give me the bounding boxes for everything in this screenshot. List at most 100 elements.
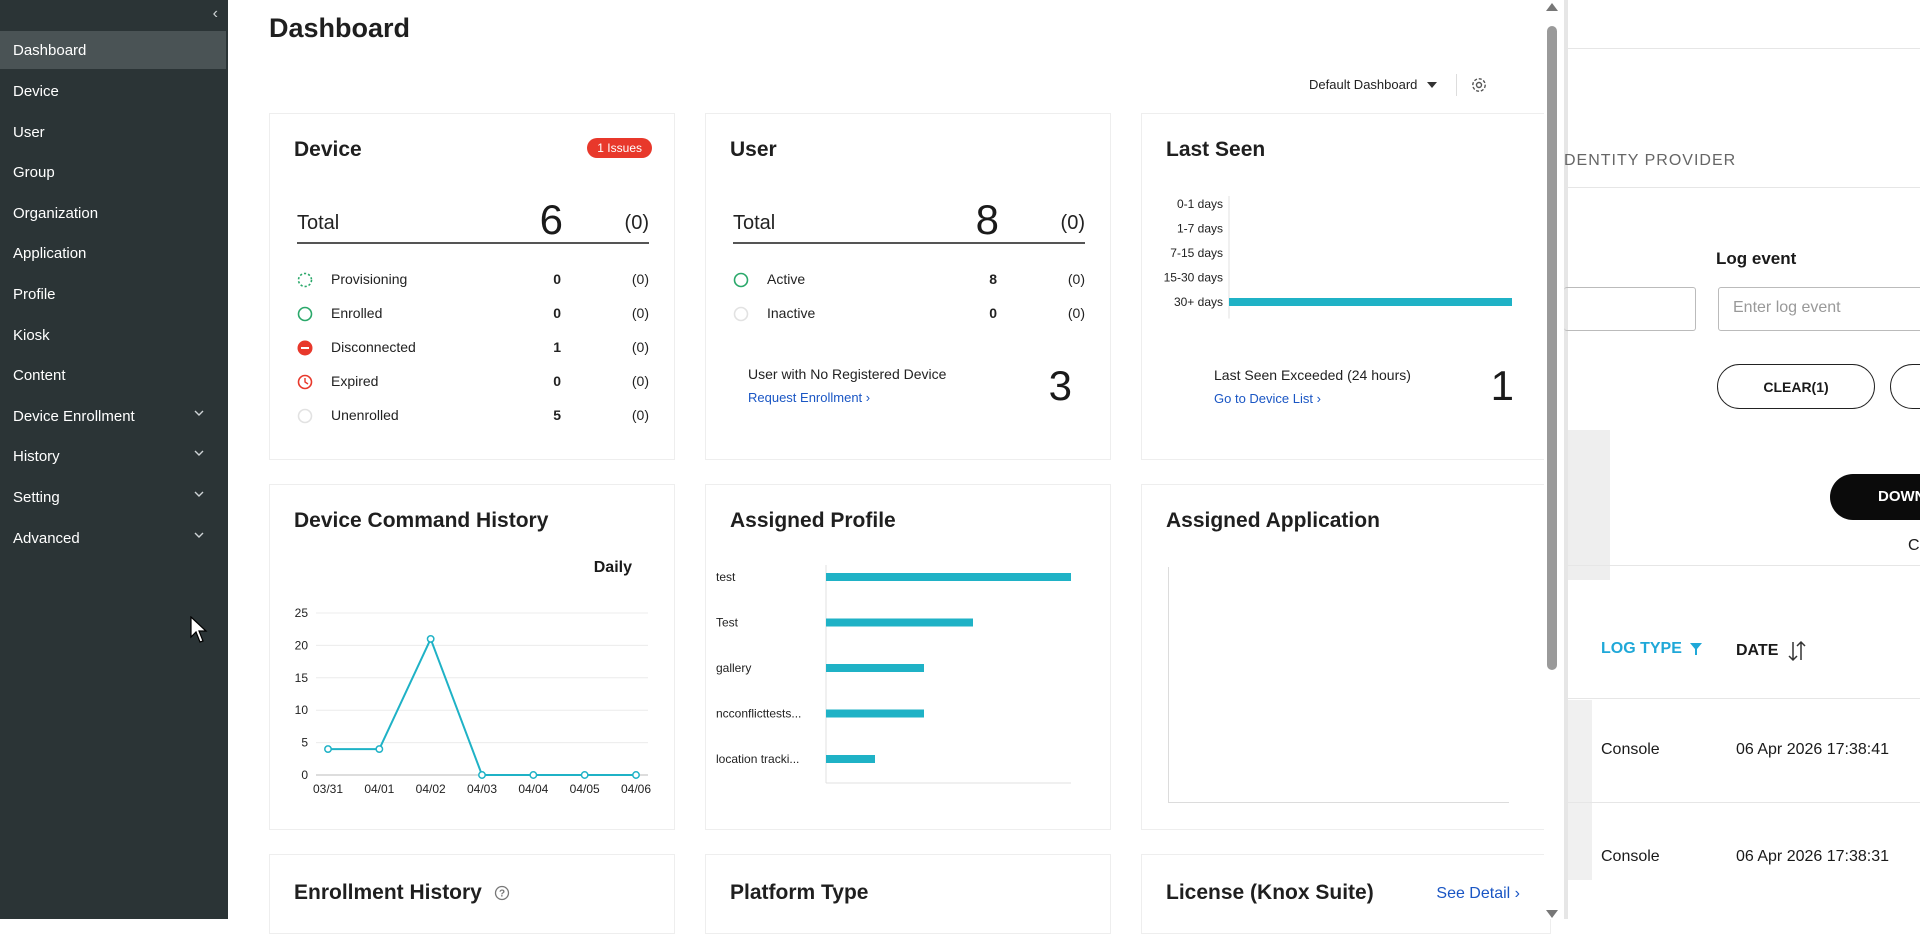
secondary-button-partial[interactable] [1890, 364, 1920, 409]
log-row-type: Console [1601, 741, 1660, 758]
sidebar-item-application[interactable]: Application [0, 234, 226, 272]
bar [1229, 298, 1512, 306]
help-icon[interactable]: ? [494, 885, 510, 901]
device-row-enrolled[interactable]: Enrolled 0 (0) [297, 303, 649, 325]
device-row-provisioning[interactable]: Provisioning 0 (0) [297, 269, 649, 291]
sort-icon[interactable] [1786, 640, 1808, 662]
assigned-profile-chart: test Test gallery ncconflicttests... locatio… [716, 565, 1071, 784]
sidebar-item-organization[interactable]: Organization [0, 194, 226, 232]
request-enrollment-link[interactable]: Request Enrollment › [748, 390, 871, 405]
caret-down-icon [1427, 81, 1438, 88]
chevron-down-icon [194, 450, 204, 456]
bar [826, 618, 973, 627]
scroll-up-icon[interactable] [1546, 3, 1558, 11]
panel-shadow-edge [1564, 0, 1568, 919]
last-seen-card: Last Seen 0-1 days 1-7 days 7-15 days 15-30… [1141, 113, 1551, 460]
sidebar-item-label: Device Enrollment [13, 407, 135, 425]
no-device-count[interactable]: 3 [1048, 362, 1072, 409]
expired-icon [297, 374, 313, 390]
clear-button[interactable]: CLEAR(1) [1717, 364, 1875, 409]
sidebar-item-label: Kiosk [13, 326, 50, 344]
sidebar-item-content[interactable]: Content [0, 356, 226, 394]
sidebar-item-history[interactable]: History [0, 437, 226, 475]
category-label: test [716, 570, 736, 584]
chevron-down-icon [194, 532, 204, 538]
category-label: 0-1 days [1177, 197, 1223, 211]
sidebar-item-dashboard[interactable]: Dashboard [0, 31, 226, 69]
device-total-count[interactable]: 6 [539, 196, 563, 243]
collapse-sidebar-icon[interactable]: ‹ [212, 5, 218, 22]
last-seen-exceeded-label: Last Seen Exceeded (24 hours) [1214, 367, 1411, 383]
log-event-input[interactable]: Enter log event [1718, 287, 1920, 331]
data-point [478, 771, 486, 779]
row-value: 0 [553, 305, 561, 321]
panel-divider [1568, 698, 1920, 699]
device-row-expired[interactable]: Expired 0 (0) [297, 371, 649, 393]
row-paren: (0) [631, 339, 649, 355]
shadow-strip [1568, 430, 1610, 580]
log-type-header[interactable]: LOG TYPE [1601, 640, 1702, 658]
chevron-down-icon [194, 410, 204, 416]
user-row-inactive[interactable]: Inactive 0 (0) [733, 303, 1085, 325]
sidebar: ‹ Dashboard Device User Group Organizati… [0, 0, 228, 919]
user-card: User Total 8 (0) Active 8 (0) Inactive 0… [705, 113, 1111, 460]
sidebar-item-label: Organization [13, 204, 99, 222]
license-card: License (Knox Suite) See Detail › [1141, 854, 1551, 934]
x-tick-label: 04/02 [416, 782, 446, 795]
data-point [529, 771, 538, 779]
row-value: 0 [553, 271, 561, 287]
sidebar-item-profile[interactable]: Profile [0, 275, 226, 313]
filter-icon[interactable] [1689, 643, 1702, 655]
dashboard-selector[interactable]: Default Dashboard [1309, 77, 1438, 92]
active-icon [733, 272, 749, 288]
date-header[interactable]: DATE [1736, 640, 1808, 662]
panel-divider [1568, 187, 1920, 188]
filter-input-partial[interactable] [1564, 287, 1696, 331]
x-tick-label: 04/03 [467, 782, 497, 795]
scroll-down-icon[interactable] [1546, 910, 1558, 918]
sidebar-item-kiosk[interactable]: Kiosk [0, 316, 226, 354]
row-paren: (0) [631, 407, 649, 423]
row-label: Inactive [767, 305, 816, 321]
device-row-disconnected[interactable]: Disconnected 1 (0) [297, 337, 649, 359]
row-label: Provisioning [331, 271, 408, 287]
assigned-profile-card: Assigned Profile test Test gallery ncconfli… [705, 484, 1111, 830]
gear-icon[interactable] [1470, 76, 1488, 94]
log-row-date: 06 Apr 2026 17:38:31 [1736, 848, 1890, 865]
row-paren: (0) [631, 271, 649, 287]
row-label: Enrolled [331, 305, 383, 321]
row-value: 8 [989, 271, 997, 287]
panel-divider [1568, 565, 1920, 566]
download-button[interactable]: DOWN [1830, 474, 1920, 520]
issues-badge[interactable]: 1 Issues [587, 138, 652, 158]
bar [826, 709, 924, 718]
chevron-down-icon [194, 491, 204, 497]
y-tick-label: 20 [295, 638, 309, 652]
sidebar-item-group[interactable]: Group [0, 153, 226, 191]
sidebar-item-user[interactable]: User [0, 113, 226, 151]
user-total-count[interactable]: 8 [975, 196, 999, 243]
y-tick-label: 25 [295, 606, 309, 620]
sidebar-item-advanced[interactable]: Advanced [0, 519, 226, 557]
sidebar-item-setting[interactable]: Setting [0, 478, 226, 516]
sidebar-item-label: Advanced [13, 529, 80, 547]
sidebar-item-device-enrollment[interactable]: Device Enrollment [0, 397, 226, 435]
go-to-device-list-link[interactable]: Go to Device List › [1214, 391, 1321, 406]
scrollbar-thumb[interactable] [1547, 26, 1557, 670]
category-label: ncconflicttests... [716, 707, 801, 721]
data-point [375, 745, 384, 754]
device-row-unenrolled[interactable]: Unenrolled 5 (0) [297, 405, 649, 427]
user-row-active[interactable]: Active 8 (0) [733, 269, 1085, 291]
sidebar-item-device[interactable]: Device [0, 72, 226, 110]
period-label[interactable]: Daily [593, 559, 632, 576]
last-seen-exceeded-count[interactable]: 1 [1490, 362, 1514, 409]
see-detail-link[interactable]: See Detail › [1436, 885, 1520, 902]
bar [826, 755, 875, 763]
platform-type-card-title: Platform Type [730, 881, 869, 904]
data-point [426, 634, 435, 643]
sidebar-item-label: Setting [13, 488, 60, 506]
total-label: Total [297, 212, 340, 234]
empty-chart-area [1168, 567, 1509, 803]
bar [826, 573, 1071, 581]
identity-provider-label: DENTITY PROVIDER [1564, 152, 1737, 169]
